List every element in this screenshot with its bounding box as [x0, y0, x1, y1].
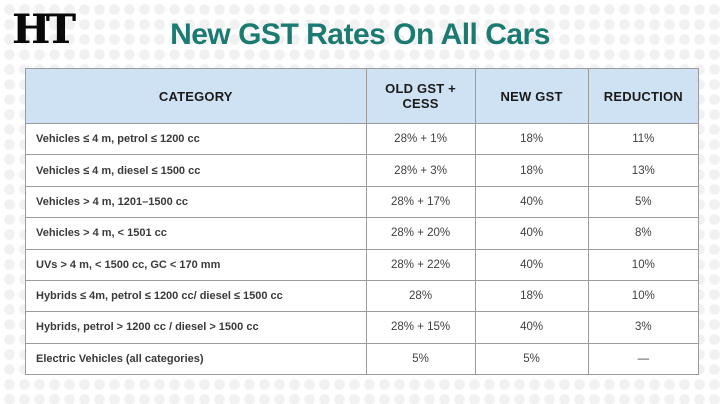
category-cell: Electric Vehicles (all categories): [25, 342, 367, 376]
reduction-cell: 8%: [587, 217, 700, 250]
header-cell-new-gst: NEW GST: [474, 68, 589, 124]
category-cell: Hybrids, petrol > 1200 cc / diesel > 150…: [25, 311, 367, 344]
reduction-cell: 10%: [587, 279, 700, 313]
page-title: New GST Rates On All Cars: [170, 18, 550, 51]
table-row: Hybrids ≤ 4m, petrol ≤ 1200 cc/ diesel ≤…: [25, 279, 700, 313]
table-header-row: CATEGORY OLD GST + CESS NEW GST REDUCTIO…: [25, 68, 700, 124]
category-cell: UVs > 4 m, < 1500 cc, GC < 170 mm: [25, 248, 367, 281]
old-gst-cell: 28% + 20%: [365, 217, 476, 250]
new-gst-cell: 40%: [474, 248, 589, 281]
reduction-cell: 10%: [587, 248, 700, 281]
old-gst-cell: 28% + 15%: [365, 311, 476, 344]
category-cell: Vehicles > 4 m, 1201–1500 cc: [25, 185, 367, 219]
category-cell: Vehicles ≤ 4 m, petrol ≤ 1200 cc: [25, 122, 367, 156]
new-gst-cell: 18%: [474, 122, 589, 156]
new-gst-cell: 5%: [474, 342, 589, 376]
old-gst-cell: 5%: [365, 342, 476, 376]
table-row: Vehicles ≤ 4 m, petrol ≤ 1200 cc 28% + 1…: [25, 122, 700, 156]
table-row: Vehicles > 4 m, 1201–1500 cc 28% + 17% 4…: [25, 185, 700, 219]
table-row: Vehicles > 4 m, < 1501 cc 28% + 20% 40% …: [25, 217, 700, 250]
gst-rates-table: CATEGORY OLD GST + CESS NEW GST REDUCTIO…: [25, 68, 700, 376]
reduction-cell: 3%: [587, 311, 700, 344]
header-cell-reduction: REDUCTION: [587, 68, 700, 124]
new-gst-cell: 40%: [474, 217, 589, 250]
new-gst-cell: 40%: [474, 185, 589, 219]
reduction-cell: —: [587, 342, 700, 376]
new-gst-cell: 18%: [474, 154, 589, 187]
reduction-cell: 13%: [587, 154, 700, 187]
header-cell-old-gst: OLD GST + CESS: [365, 68, 476, 124]
table-row: Vehicles ≤ 4 m, diesel ≤ 1500 cc 28% + 3…: [25, 154, 700, 187]
reduction-cell: 11%: [587, 122, 700, 156]
reduction-cell: 5%: [587, 185, 700, 219]
old-gst-cell: 28% + 3%: [365, 154, 476, 187]
table-row: Electric Vehicles (all categories) 5% 5%…: [25, 342, 700, 376]
category-cell: Vehicles > 4 m, < 1501 cc: [25, 217, 367, 250]
table-row: UVs > 4 m, < 1500 cc, GC < 170 mm 28% + …: [25, 248, 700, 281]
old-gst-cell: 28%: [365, 279, 476, 313]
ht-logo: HT: [12, 6, 76, 53]
old-gst-cell: 28% + 17%: [365, 185, 476, 219]
category-cell: Hybrids ≤ 4m, petrol ≤ 1200 cc/ diesel ≤…: [25, 279, 367, 313]
table-row: Hybrids, petrol > 1200 cc / diesel > 150…: [25, 311, 700, 344]
old-gst-cell: 28% + 22%: [365, 248, 476, 281]
header-cell-category: CATEGORY: [25, 68, 367, 124]
new-gst-cell: 40%: [474, 311, 589, 344]
new-gst-cell: 18%: [474, 279, 589, 313]
category-cell: Vehicles ≤ 4 m, diesel ≤ 1500 cc: [25, 154, 367, 187]
old-gst-cell: 28% + 1%: [365, 122, 476, 156]
